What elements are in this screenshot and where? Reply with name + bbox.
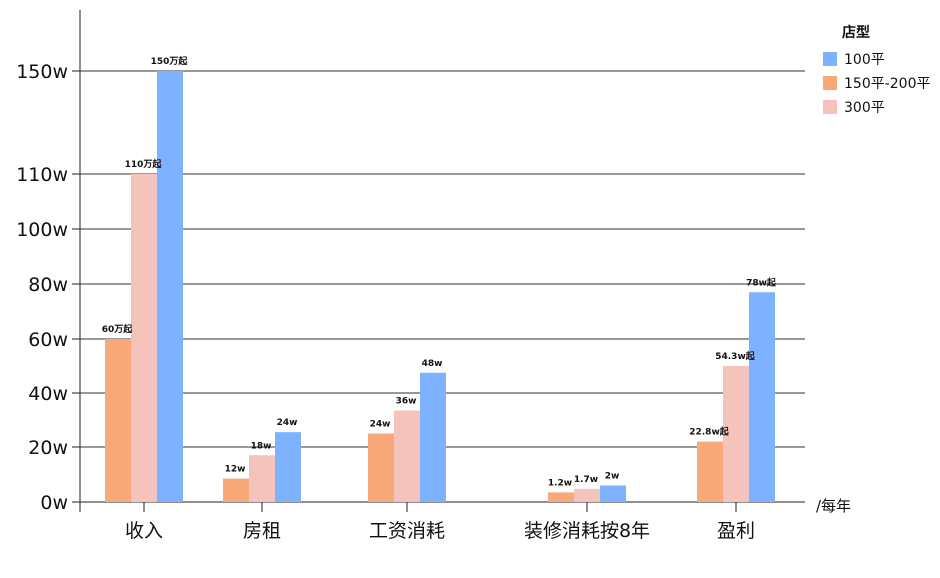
- category-label: 装修消耗按8年: [524, 520, 650, 542]
- y-tick-label: 60w: [28, 329, 68, 351]
- legend-entry: 300平: [844, 100, 885, 116]
- legend-entry: 100平: [844, 52, 885, 68]
- bar: [394, 410, 420, 502]
- legend-swatch: [823, 52, 837, 66]
- legend-swatch: [823, 76, 837, 90]
- data-label: 12w: [225, 465, 246, 475]
- bar: [723, 366, 749, 502]
- bar: [697, 441, 723, 502]
- data-label: 24w: [370, 420, 391, 430]
- data-label: 78w起: [746, 276, 777, 288]
- bar: [105, 339, 131, 502]
- y-tick-label: 110w: [16, 164, 68, 186]
- category-label: 收入: [125, 520, 163, 542]
- bar: [574, 488, 600, 502]
- data-label: 18w: [251, 441, 272, 451]
- category-labels: 收入 房租 工资消耗 装修消耗按8年 盈利: [125, 520, 755, 542]
- data-label: 1.2w: [548, 478, 572, 488]
- category-label: 房租: [243, 520, 281, 542]
- y-tick-label: 20w: [28, 437, 68, 459]
- bar: [420, 372, 446, 502]
- bars: [105, 71, 775, 502]
- bar: [600, 485, 626, 502]
- data-label: 1.7w: [574, 475, 598, 485]
- data-label: 150万起: [151, 55, 189, 67]
- unit-label: /每年: [816, 497, 851, 515]
- y-tick-labels: 0w 20w 40w 60w 80w 100w 110w 150w: [16, 61, 68, 514]
- y-tick-label: 100w: [16, 219, 68, 241]
- data-label: 60万起: [102, 323, 134, 335]
- category-label: 工资消耗: [369, 520, 445, 542]
- category-label: 盈利: [717, 520, 755, 542]
- y-tick-label: 150w: [16, 61, 68, 83]
- bar: [157, 71, 183, 502]
- data-label: 48w: [422, 359, 443, 369]
- bar: [275, 432, 301, 502]
- grid-lines: [80, 70, 805, 448]
- legend-title: 店型: [842, 24, 870, 41]
- data-label: 54.3w起: [715, 350, 756, 362]
- bar: [249, 455, 275, 502]
- bar: [131, 174, 157, 502]
- legend-entry: 150平-200平: [844, 76, 931, 92]
- data-label: 110万起: [125, 158, 163, 170]
- bar: [223, 478, 249, 502]
- legend: 店型 100平 150平-200平 300平: [823, 24, 931, 116]
- data-label: 2w: [605, 472, 620, 482]
- data-label: 36w: [396, 397, 417, 407]
- bar: [749, 292, 775, 502]
- data-label: 22.8w起: [689, 426, 730, 438]
- bar: [548, 492, 574, 502]
- y-tick-label: 80w: [28, 274, 68, 296]
- bar: [368, 433, 394, 502]
- legend-swatch: [823, 100, 837, 114]
- data-labels: 60万起 110万起 150万起 12w 18w 24w 24w 36w 48w 1.2w 1.7w…: [102, 55, 777, 488]
- data-label: 24w: [277, 418, 298, 428]
- y-tick-label: 40w: [28, 383, 68, 405]
- y-tick-label: 0w: [40, 492, 68, 514]
